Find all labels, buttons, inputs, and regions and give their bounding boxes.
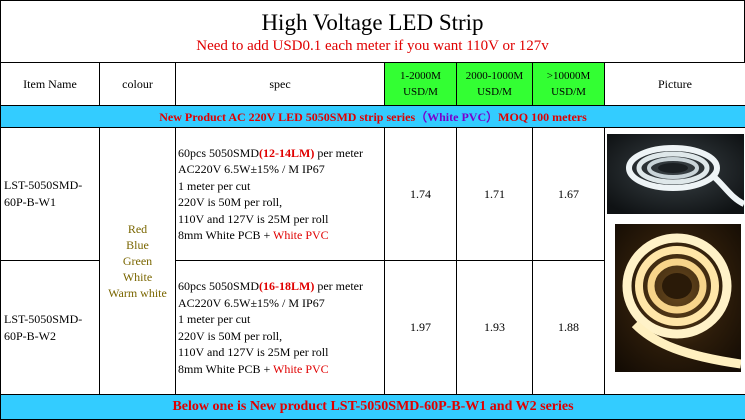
spec-pcb: 8mm White PCB +: [178, 362, 273, 376]
led-strip-photo-white: [607, 134, 744, 214]
spec-leds: 60pcs 5050SMD: [178, 279, 259, 293]
spec-line-3: 1 meter per cut: [178, 311, 384, 328]
colour-cell: Red Blue Green White Warm white: [100, 128, 176, 395]
price-1-cell: 1.97: [385, 261, 457, 395]
colour-blue: Blue: [100, 237, 175, 253]
spec-line-5: 110V and 127V is 25M per roll: [178, 344, 384, 361]
colour-white: White: [100, 269, 175, 285]
spec-lumen: (16-18LM): [259, 279, 314, 293]
led-strip-white-graphic: [607, 134, 744, 214]
spec-pvc: White PVC: [273, 228, 329, 242]
col-price-3-range: >10000M: [533, 68, 604, 84]
item-name-line-1: LST-5050SMD-: [4, 311, 99, 328]
series-band: New Product AC 220V LED 5050SMD strip se…: [1, 106, 745, 128]
item-name-cell: LST-5050SMD- 60P-B-W1: [1, 128, 100, 261]
led-strip-photo-warm: [615, 224, 741, 372]
price-1-cell: 1.74: [385, 128, 457, 261]
spec-pcb: 8mm White PCB +: [178, 228, 273, 242]
price-3-cell: 1.67: [533, 128, 605, 261]
col-colour: colour: [100, 63, 176, 106]
spec-cell: 60pcs 5050SMD(12-14LM) per meter AC220V …: [176, 128, 385, 261]
item-name-cell: LST-5050SMD- 60P-B-W2: [1, 261, 100, 395]
spec-line-1: 60pcs 5050SMD(12-14LM) per meter: [178, 145, 384, 162]
spec-per-meter: per meter: [314, 279, 363, 293]
col-spec: spec: [176, 63, 385, 106]
table-row: LST-5050SMD- 60P-B-W1 Red Blue Green Whi…: [1, 128, 745, 261]
series-band-suffix: MOQ 100 meters: [498, 110, 587, 124]
spec-lumen: (12-14LM): [259, 146, 314, 160]
product-table: Item Name colour spec 1-2000M USD/M 2000…: [0, 62, 745, 420]
item-name-line-2: 60P-B-W2: [4, 328, 99, 345]
col-item-name: Item Name: [1, 63, 100, 106]
col-price-1-range: 1-2000M: [385, 68, 456, 84]
series-band-cell: New Product AC 220V LED 5050SMD strip se…: [1, 106, 745, 128]
spec-line-3: 1 meter per cut: [178, 178, 384, 195]
series-band-prefix: New Product AC 220V LED 5050SMD strip se…: [159, 110, 415, 124]
colour-green: Green: [100, 253, 175, 269]
spec-line-6: 8mm White PCB + White PVC: [178, 361, 384, 378]
price-2-cell: 1.71: [457, 128, 533, 261]
spec-line-4: 220V is 50M per roll,: [178, 328, 384, 345]
spec-line-2: AC220V 6.5W±15% / M IP67: [178, 161, 384, 178]
spec-line-4: 220V is 50M per roll,: [178, 194, 384, 211]
price-2-cell: 1.93: [457, 261, 533, 395]
page-title: High Voltage LED Strip: [1, 10, 744, 36]
col-price-3-unit: USD/M: [533, 84, 604, 100]
spec-pvc: White PVC: [273, 362, 329, 376]
spec-per-meter: per meter: [314, 146, 363, 160]
item-name-line-1: LST-5050SMD-: [4, 177, 99, 194]
spec-line-6: 8mm White PCB + White PVC: [178, 227, 384, 244]
col-price-2: 2000-1000M USD/M: [457, 63, 533, 106]
title-box: High Voltage LED Strip Need to add USD0.…: [0, 0, 745, 63]
col-price-1: 1-2000M USD/M: [385, 63, 457, 106]
page-subtitle: Need to add USD0.1 each meter if you wan…: [1, 37, 744, 55]
spec-line-5: 110V and 127V is 25M per roll: [178, 211, 384, 228]
col-picture: Picture: [605, 63, 745, 106]
picture-cell: [605, 128, 745, 395]
series-band-accent: （White PVC）: [415, 110, 498, 124]
item-name-line-2: 60P-B-W1: [4, 194, 99, 211]
spec-line-1: 60pcs 5050SMD(16-18LM) per meter: [178, 278, 384, 295]
col-price-3: >10000M USD/M: [533, 63, 605, 106]
price-3-cell: 1.88: [533, 261, 605, 395]
spec-leds: 60pcs 5050SMD: [178, 146, 259, 160]
table-header-row: Item Name colour spec 1-2000M USD/M 2000…: [1, 63, 745, 106]
spec-cell: 60pcs 5050SMD(16-18LM) per meter AC220V …: [176, 261, 385, 395]
col-price-1-unit: USD/M: [385, 84, 456, 100]
colour-red: Red: [100, 221, 175, 237]
col-price-2-unit: USD/M: [457, 84, 532, 100]
col-price-2-range: 2000-1000M: [457, 68, 532, 84]
colour-warm-white: Warm white: [100, 285, 175, 301]
led-strip-warm-graphic: [615, 224, 741, 372]
spec-line-2: AC220V 6.5W±15% / M IP67: [178, 295, 384, 312]
